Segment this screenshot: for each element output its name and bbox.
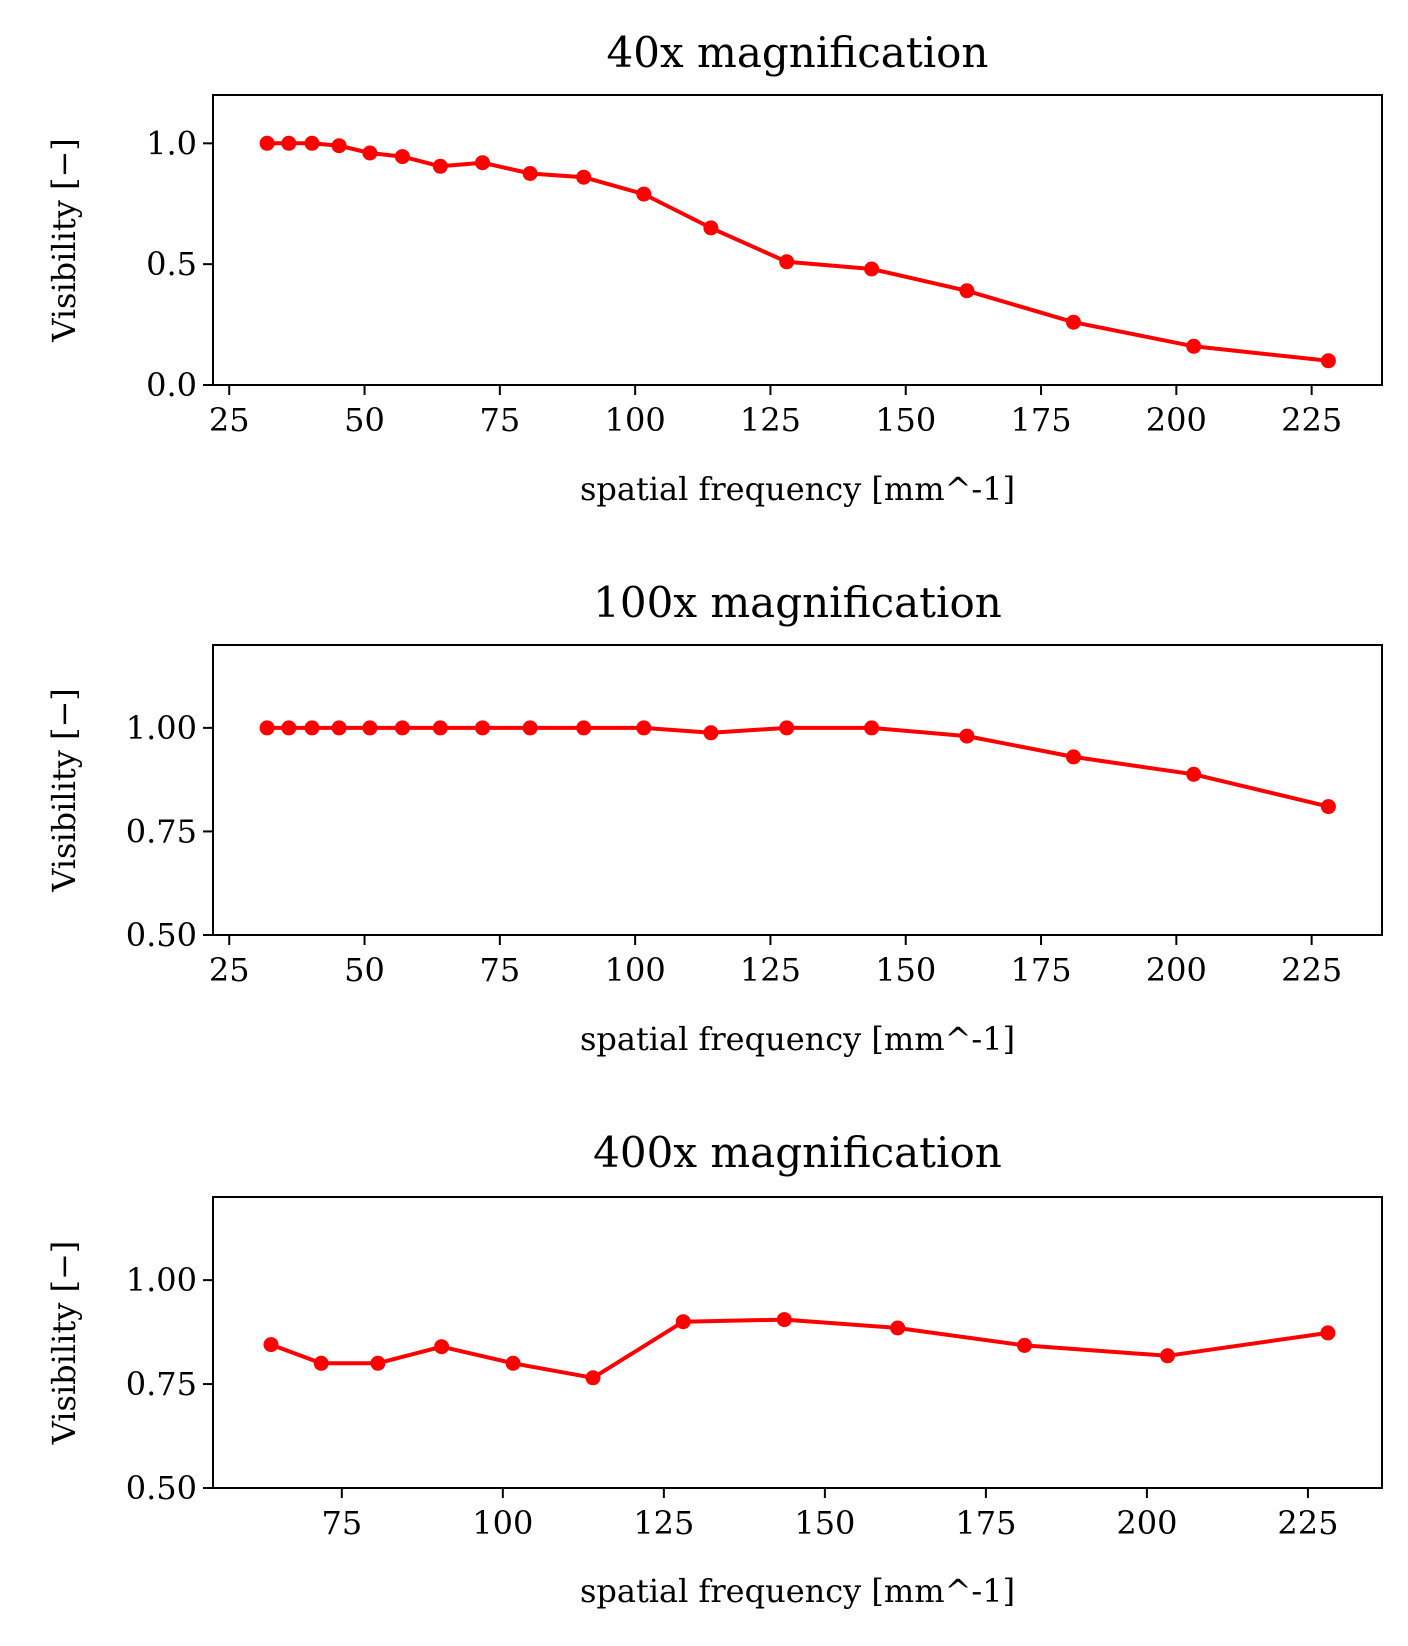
data-point <box>703 220 719 236</box>
data-point <box>304 135 320 151</box>
y-tick-label: 0.75 <box>126 1365 197 1403</box>
data-point <box>505 1355 521 1371</box>
panel-title: 40x magnification <box>607 28 989 77</box>
y-tick-label: 1.00 <box>126 1261 197 1299</box>
x-tick-label: 25 <box>209 401 250 439</box>
data-point <box>432 720 448 736</box>
x-axis-label: spatial frequency [mm^-1] <box>580 470 1015 508</box>
x-tick-label: 200 <box>1116 1504 1177 1542</box>
x-tick-label: 75 <box>479 951 520 989</box>
x-tick-label: 200 <box>1146 401 1207 439</box>
x-axis-label: spatial frequency [mm^-1] <box>580 1020 1015 1058</box>
data-point <box>576 720 592 736</box>
x-tick-label: 50 <box>344 951 385 989</box>
data-point <box>313 1355 329 1371</box>
data-point <box>394 149 410 165</box>
data-point <box>890 1320 906 1336</box>
y-tick-label: 0.75 <box>126 812 197 850</box>
data-point <box>779 720 795 736</box>
x-tick-label: 150 <box>875 951 936 989</box>
data-point <box>864 261 880 277</box>
data-point <box>959 283 975 299</box>
x-tick-label: 50 <box>344 401 385 439</box>
data-point <box>475 155 490 171</box>
x-tick-label: 75 <box>479 401 520 439</box>
y-tick-label: 0.0 <box>146 366 197 404</box>
data-point <box>636 186 652 202</box>
y-axis-label: Visibility [−] <box>45 138 83 343</box>
x-tick-label: 100 <box>605 951 666 989</box>
data-point <box>263 1337 279 1353</box>
x-tick-label: 75 <box>321 1504 362 1542</box>
x-tick-label: 200 <box>1146 951 1207 989</box>
data-point <box>394 720 410 736</box>
data-point <box>304 720 320 736</box>
panel-1: 40x magnification 25 50 75 100 125 150 175 200 22… <box>45 28 1383 508</box>
data-point <box>675 1314 691 1330</box>
data-point <box>522 166 538 181</box>
data-point <box>636 720 652 736</box>
x-tick-label: 150 <box>875 401 936 439</box>
data-point <box>1320 1325 1336 1341</box>
x-tick-label: 150 <box>794 1504 855 1542</box>
y-tick-label: 0.5 <box>146 245 197 283</box>
data-point <box>362 720 378 736</box>
x-axis-label: spatial frequency [mm^-1] <box>580 1572 1015 1610</box>
x-tick-label: 125 <box>740 401 801 439</box>
series-line <box>270 1317 1329 1380</box>
x-tick-label: 175 <box>955 1504 1016 1542</box>
data-point <box>959 728 975 744</box>
data-point <box>1320 799 1336 815</box>
data-point <box>475 720 490 736</box>
x-tick-label: 25 <box>209 951 250 989</box>
data-point <box>576 169 592 185</box>
y-tick-label: 0.50 <box>126 916 197 954</box>
data-point <box>434 1339 450 1355</box>
data-point <box>1186 766 1202 782</box>
data-point <box>331 138 347 154</box>
data-point <box>522 720 538 736</box>
data-point <box>370 1355 386 1371</box>
data-point <box>331 720 347 736</box>
x-tick-label: 225 <box>1277 1504 1338 1542</box>
data-point <box>281 135 297 151</box>
x-tick-label: 125 <box>633 1504 694 1542</box>
data-point <box>259 720 275 736</box>
data-point <box>1017 1337 1032 1353</box>
x-tick-label: 175 <box>1011 401 1072 439</box>
data-point <box>776 1312 792 1328</box>
panel-2: 100x magnification 25 50 75 100 125 150 175 200 2… <box>45 578 1383 1058</box>
data-point <box>864 720 880 736</box>
data-point <box>362 145 378 161</box>
data-point <box>1066 314 1081 330</box>
data-point <box>259 135 275 151</box>
x-tick-label: 175 <box>1011 951 1072 989</box>
x-tick-label: 225 <box>1281 951 1342 989</box>
x-tick-label: 100 <box>472 1504 533 1542</box>
axes-frame <box>212 94 1383 386</box>
axes-frame <box>212 644 1383 936</box>
y-tick-label: 0.50 <box>126 1469 197 1507</box>
axes-frame <box>212 1196 1383 1489</box>
y-tick-label: 1.0 <box>146 124 197 162</box>
x-tick-label: 225 <box>1281 401 1342 439</box>
data-point <box>281 720 297 736</box>
data-point <box>585 1370 601 1386</box>
data-point <box>432 158 448 174</box>
panel-3: 400x magnification 75 100 125 150 175 200 225 0.… <box>45 1128 1383 1610</box>
data-point <box>1320 353 1336 369</box>
y-axis-label: Visibility [−] <box>45 688 83 893</box>
data-point <box>703 725 719 741</box>
panel-title: 100x magnification <box>593 578 1002 627</box>
x-tick-label: 100 <box>605 401 666 439</box>
data-point <box>1066 749 1081 765</box>
data-point <box>1186 338 1202 354</box>
data-point <box>1160 1348 1175 1364</box>
y-tick-label: 1.00 <box>126 709 197 747</box>
y-axis-label: Visibility [−] <box>45 1241 83 1446</box>
x-tick-label: 125 <box>740 951 801 989</box>
panel-title: 400x magnification <box>593 1128 1002 1177</box>
data-point <box>779 254 795 270</box>
